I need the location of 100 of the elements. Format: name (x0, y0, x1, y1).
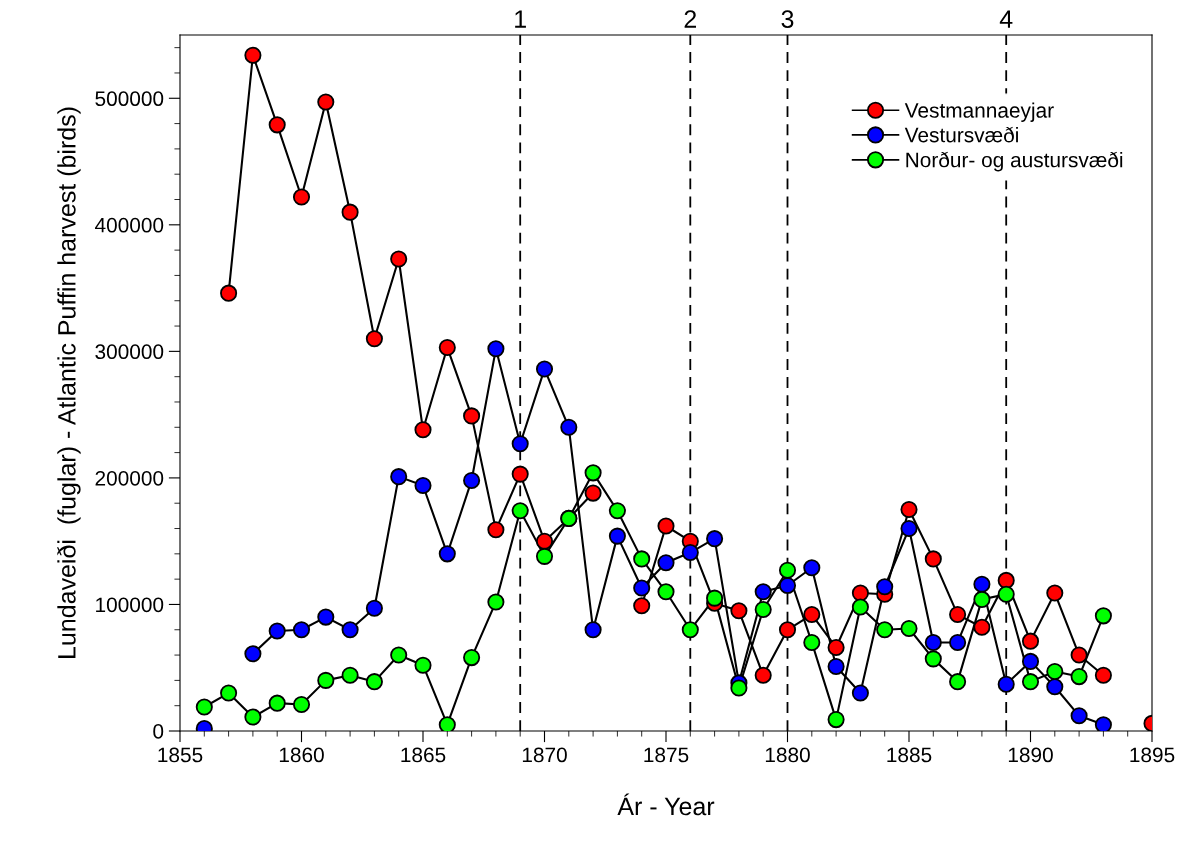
point (244, 645, 262, 663)
point (317, 93, 335, 111)
point (997, 675, 1015, 693)
text: 3 (781, 10, 794, 28)
point (268, 622, 286, 640)
x-tick-label: 1890 (1008, 747, 1053, 763)
legend-label: Vestmannaeyjar (904, 102, 1054, 122)
point (973, 618, 991, 636)
point (1070, 707, 1088, 725)
point (414, 656, 432, 674)
y-axis-title: Lundaveiði (fuglar) - Atlantic Puffin harvest (birds) (56, 107, 81, 658)
y-tick-label: 500000 (95, 91, 164, 107)
point (292, 621, 311, 639)
x-axis-title: Ár - Year (617, 793, 715, 816)
point (754, 583, 772, 601)
point (584, 464, 602, 482)
point (997, 585, 1015, 603)
point (803, 633, 821, 651)
point (778, 561, 797, 579)
x-tick-label: 1870 (522, 747, 567, 763)
point (633, 550, 651, 568)
point (1021, 632, 1040, 650)
legend-label: Vestursvæði (904, 126, 1018, 143)
x-tick-label: 1895 (1130, 747, 1175, 763)
point (390, 468, 408, 486)
point (997, 571, 1015, 589)
point (511, 465, 529, 483)
point (608, 502, 626, 520)
x-tick-label: 1855 (158, 747, 203, 763)
point (900, 519, 918, 538)
point (414, 421, 432, 439)
point (511, 435, 529, 453)
point (924, 633, 942, 651)
point (949, 633, 967, 651)
text: 4 (999, 10, 1013, 28)
point (876, 621, 894, 639)
point (220, 684, 238, 702)
point (657, 554, 675, 572)
point (341, 666, 359, 684)
point (924, 550, 942, 568)
point (584, 484, 602, 502)
point (681, 621, 699, 639)
point (657, 517, 675, 535)
point (463, 471, 481, 489)
x-tick-label: 1860 (279, 747, 324, 763)
point (657, 583, 675, 601)
point (341, 203, 359, 221)
point (827, 711, 845, 729)
point (730, 679, 748, 697)
point (317, 671, 335, 689)
point (681, 544, 699, 562)
point (268, 116, 286, 134)
point (220, 284, 238, 302)
x-tick-label: 1885 (887, 747, 932, 763)
point (438, 339, 456, 357)
point (535, 532, 554, 550)
point (900, 501, 918, 519)
y-tick-label: 0 (153, 724, 164, 739)
point (1070, 668, 1088, 686)
y-tick-label: 400000 (94, 217, 164, 233)
point (1070, 646, 1088, 664)
point (487, 340, 505, 358)
legend-label: Norður- og austursvæði (906, 151, 1123, 172)
point (463, 649, 481, 667)
point (1094, 607, 1112, 625)
y-tick-label: 100000 (96, 597, 164, 613)
point (1094, 716, 1112, 731)
point (608, 527, 626, 545)
point (803, 559, 821, 577)
point (535, 547, 554, 565)
text: 2 (684, 10, 696, 28)
point (560, 418, 578, 436)
point (487, 593, 505, 611)
point (244, 708, 262, 726)
point (365, 330, 383, 348)
point (949, 606, 967, 624)
point (778, 576, 797, 595)
point (803, 606, 821, 624)
point (511, 502, 529, 520)
point (900, 619, 918, 638)
point (317, 608, 335, 626)
point (292, 695, 311, 713)
point (706, 589, 724, 607)
point (244, 46, 262, 64)
point (292, 188, 311, 206)
point (365, 599, 383, 617)
point (706, 530, 724, 548)
point (463, 407, 481, 425)
point (730, 602, 748, 620)
point (633, 579, 651, 597)
point (949, 673, 967, 691)
point (1021, 673, 1040, 691)
point (1046, 662, 1064, 681)
point (851, 598, 869, 616)
point (924, 650, 942, 668)
point (778, 621, 797, 639)
y-tick-label: 200000 (95, 470, 164, 486)
point (633, 597, 651, 615)
point (973, 590, 991, 608)
point (1094, 666, 1112, 684)
